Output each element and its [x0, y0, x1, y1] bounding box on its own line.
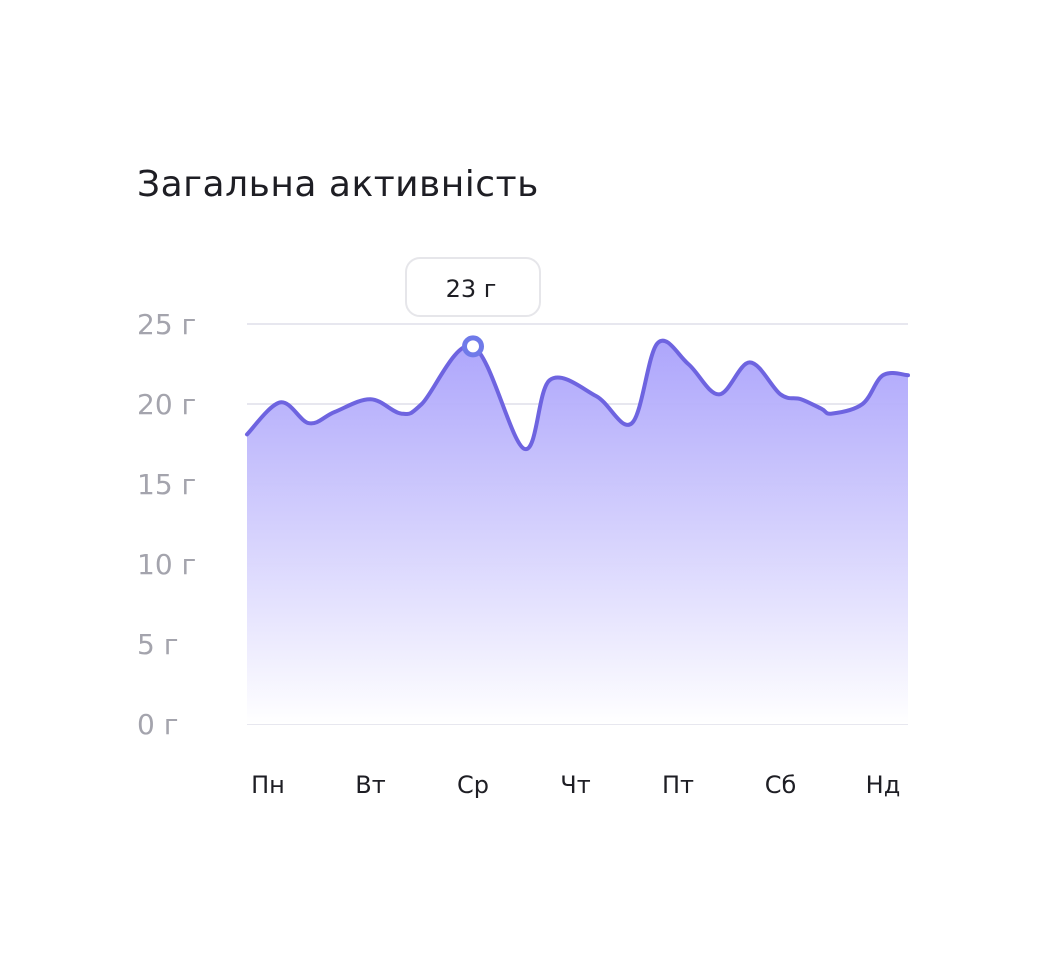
x-tick-label: Пт — [662, 771, 694, 799]
x-tick-label: Вт — [355, 771, 385, 799]
y-tick-label: 0 г — [137, 708, 178, 741]
tooltip-value: 23 г — [446, 275, 497, 303]
series-line — [245, 338, 910, 451]
y-tick-label: 10 г — [137, 548, 196, 581]
tooltip-box — [405, 257, 541, 317]
x-tick-label: Сб — [765, 771, 797, 799]
x-tick-label: Нд — [866, 771, 901, 799]
area-fill — [247, 340, 908, 724]
y-tick-label: 15 г — [137, 468, 196, 501]
x-tick-label: Ср — [457, 771, 489, 799]
x-tick-label: Пн — [251, 771, 285, 799]
x-tick-label: Чт — [560, 771, 590, 799]
y-tick-label: 25 г — [137, 308, 196, 341]
highlight-marker — [462, 335, 484, 358]
y-tick-label: 5 г — [137, 628, 178, 661]
y-tick-label: 20 г — [137, 388, 196, 421]
chart-title: Загальна активність — [137, 164, 539, 205]
